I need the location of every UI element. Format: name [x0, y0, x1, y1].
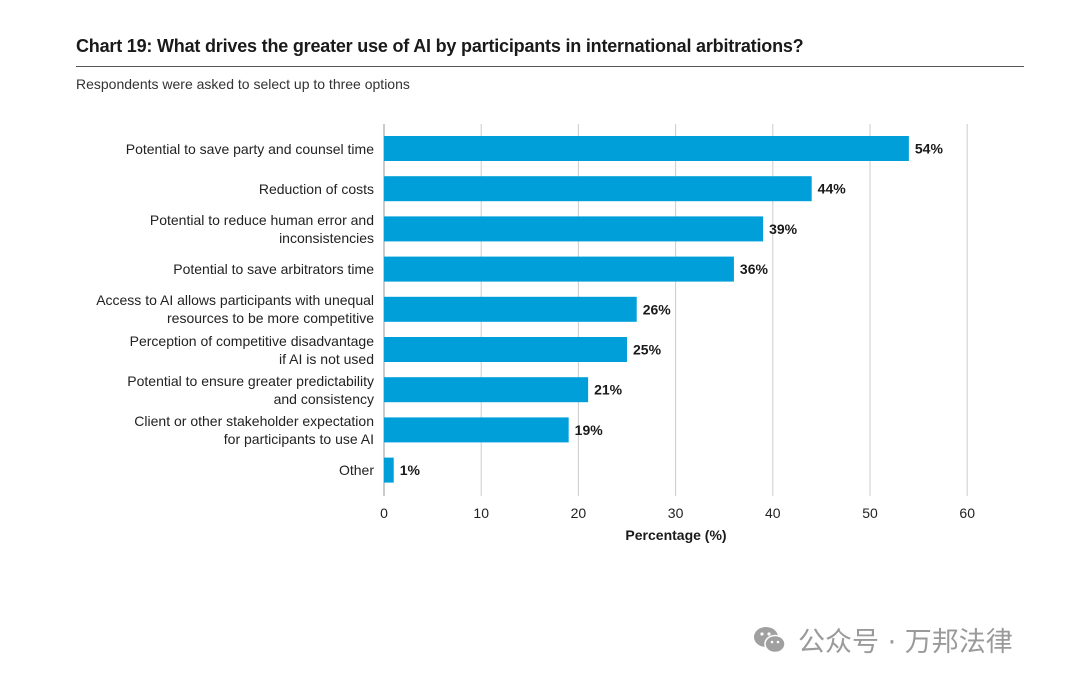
bar — [384, 176, 812, 202]
x-tick-label: 0 — [380, 505, 388, 521]
category-label: Client or other stakeholder expectation f… — [44, 412, 374, 448]
x-tick-labels: 0 10 20 30 40 50 60 — [380, 505, 975, 521]
watermark-text: 公众号 · 万邦法律 — [798, 627, 1013, 658]
bar — [384, 256, 734, 282]
bar — [384, 296, 637, 322]
category-label-line: Perception of competitive disadvantage — [129, 332, 374, 349]
chart-subtitle: Respondents were asked to select up to t… — [76, 76, 410, 92]
x-axis-label: Percentage (%) — [625, 527, 726, 543]
x-tick-label: 60 — [959, 505, 975, 521]
category-label-line: for participants to use AI — [223, 430, 374, 447]
bar — [384, 216, 764, 242]
category-label-line: Client or other stakeholder expectation — [134, 412, 374, 429]
category-label: Potential to save arbitrators time — [44, 260, 374, 278]
category-label: Potential to reduce human error and incon… — [44, 211, 374, 247]
value-label: 21% — [594, 382, 623, 398]
category-label-line: Potential to save party and counsel time — [125, 140, 374, 157]
value-labels: 54% 44% 39% 36% 26% 25% 21% 19% 1% — [400, 141, 944, 479]
category-label-line: Access to AI allows participants with un… — [96, 292, 374, 309]
bar — [384, 457, 394, 483]
wechat-icon — [754, 626, 786, 653]
category-label-line: Potential to ensure greater predictabili… — [127, 372, 374, 389]
category-label-line: Potential to save arbitrators time — [173, 261, 374, 278]
category-label: Other — [44, 461, 374, 479]
x-tick-label: 50 — [862, 505, 878, 521]
category-label-line: Potential to reduce human error and — [149, 211, 374, 228]
category-label-line: Reduction of costs — [258, 180, 374, 197]
chart-title: Chart 19: What drives the greater use of… — [76, 36, 804, 56]
category-label-line: Other — [338, 462, 374, 479]
category-label: Potential to ensure greater predictabili… — [44, 372, 374, 408]
category-label: Potential to save party and counsel time — [44, 140, 374, 158]
value-label: 44% — [818, 181, 847, 197]
category-label-line: if AI is not used — [279, 350, 374, 367]
x-tick-label: 30 — [668, 505, 684, 521]
bar — [384, 417, 569, 443]
value-label: 26% — [643, 301, 672, 317]
category-label: Perception of competitive disadvantage if… — [44, 332, 374, 368]
value-label: 19% — [575, 422, 604, 438]
value-label: 39% — [769, 221, 798, 237]
x-tick-label: 20 — [571, 505, 587, 521]
category-label: Reduction of costs — [44, 180, 374, 198]
bar — [384, 136, 909, 161]
x-tick-label: 40 — [765, 505, 781, 521]
category-label: Access to AI allows participants with un… — [44, 291, 374, 327]
title-divider — [76, 66, 1024, 67]
category-label-line: inconsistencies — [279, 229, 374, 246]
value-label: 25% — [633, 342, 662, 358]
value-label: 1% — [400, 462, 421, 478]
x-tick-label: 10 — [473, 505, 489, 521]
bar — [384, 377, 589, 403]
watermark: 公众号 · 万邦法律 — [752, 620, 1013, 659]
bars — [384, 136, 909, 483]
value-label: 54% — [915, 141, 944, 157]
value-label: 36% — [740, 261, 769, 277]
category-label-line: and consistency — [273, 390, 374, 407]
category-label-line: resources to be more competitive — [167, 310, 374, 327]
bar — [384, 337, 627, 362]
